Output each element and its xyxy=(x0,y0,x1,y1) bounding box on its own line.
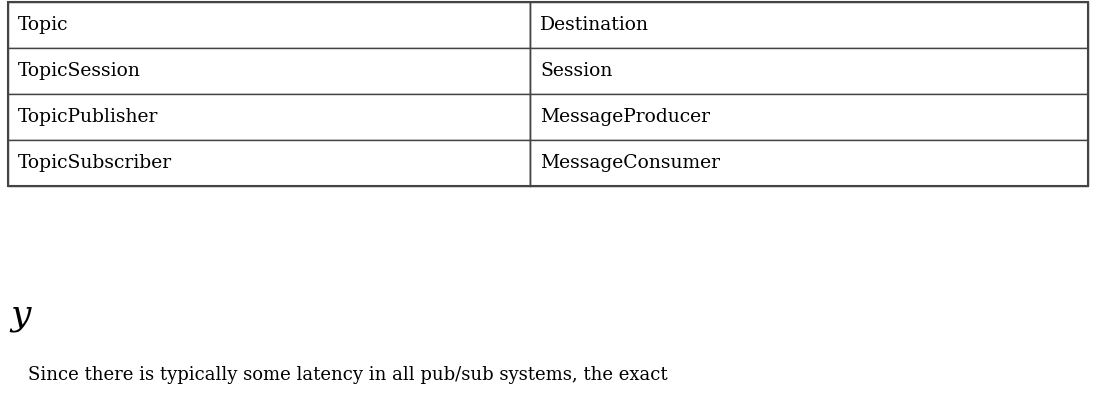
Text: TopicSubscriber: TopicSubscriber xyxy=(18,154,172,172)
Bar xyxy=(530,2,1088,48)
Text: Session: Session xyxy=(540,62,613,80)
Bar xyxy=(8,140,530,186)
Bar xyxy=(530,48,1088,94)
Bar xyxy=(8,48,530,94)
Bar xyxy=(8,2,530,48)
Bar xyxy=(8,2,1088,186)
Text: Since there is typically some latency in all pub/sub systems, the exact: Since there is typically some latency in… xyxy=(29,366,668,384)
Text: Topic: Topic xyxy=(18,16,68,34)
Text: MessageConsumer: MessageConsumer xyxy=(540,154,720,172)
Text: MessageProducer: MessageProducer xyxy=(540,108,710,126)
Bar xyxy=(530,140,1088,186)
Bar xyxy=(530,94,1088,140)
Text: TopicPublisher: TopicPublisher xyxy=(18,108,158,126)
Bar xyxy=(8,94,530,140)
Text: TopicSession: TopicSession xyxy=(18,62,141,80)
Text: Destination: Destination xyxy=(540,16,649,34)
Text: y: y xyxy=(10,298,31,332)
